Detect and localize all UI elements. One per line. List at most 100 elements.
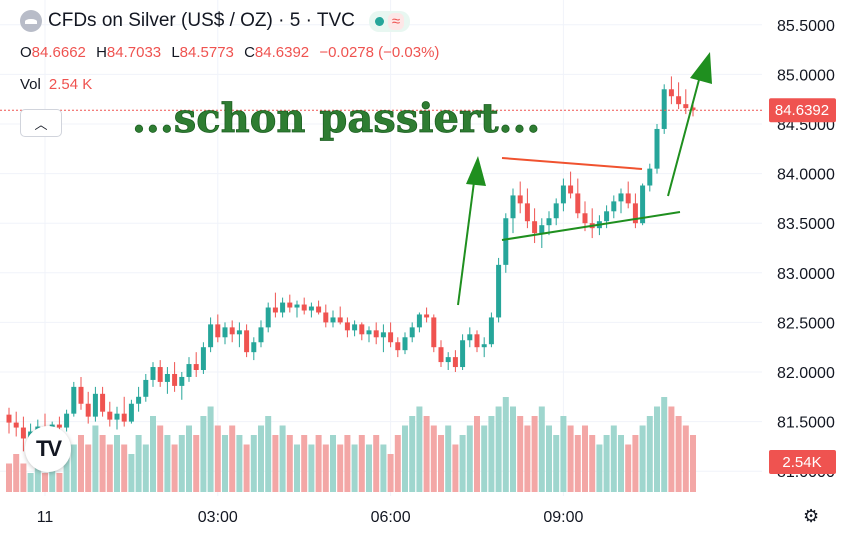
- volume-bar: [596, 444, 603, 492]
- volume-bar: [358, 435, 365, 492]
- y-axis[interactable]: 85.500085.000084.500084.000083.500083.00…: [777, 18, 835, 481]
- candle-body: [128, 403, 134, 422]
- y-tick-label: 85.0000: [777, 67, 835, 84]
- volume-bar: [258, 425, 264, 492]
- volume-bar: [186, 425, 192, 492]
- volume-bar: [56, 473, 63, 492]
- volume-bar: [589, 435, 596, 492]
- candle-body: [503, 218, 509, 265]
- candle-body: [460, 340, 466, 368]
- volume-bar: [380, 444, 387, 492]
- symbol-title[interactable]: CFDs on Silver (US$ / OZ) · 5 · TVC: [48, 10, 355, 31]
- candle-body: [200, 347, 206, 371]
- volume-bar: [106, 444, 113, 492]
- volume-bar: [315, 435, 322, 492]
- candle-body: [539, 225, 545, 234]
- x-axis[interactable]: 11 03:00 06:00 09:00: [37, 509, 584, 526]
- candle-body: [661, 89, 667, 129]
- volume-bar: [42, 473, 48, 492]
- candle-body: [510, 195, 516, 219]
- candle-body: [71, 386, 77, 414]
- change-value: −0.0278 (−0.03%): [319, 44, 440, 61]
- volume-bar: [150, 416, 156, 492]
- volume-bar: [171, 444, 178, 492]
- y-tick-label: 81.5000: [777, 415, 835, 432]
- candle-body: [78, 386, 84, 404]
- volume-bar: [394, 435, 401, 492]
- volume-bar: [675, 416, 682, 492]
- volume-bar: [250, 435, 257, 492]
- candle-body: [424, 314, 430, 318]
- volume-bar: [308, 444, 315, 492]
- annotations: ...schon passiert...: [132, 52, 712, 306]
- volume-bar: [574, 435, 581, 492]
- candle-body: [308, 306, 314, 311]
- volume-bar: [423, 416, 430, 492]
- candle-body: [683, 104, 689, 109]
- candle-body: [532, 221, 538, 234]
- candle-body: [395, 342, 401, 351]
- candle-body: [265, 307, 271, 328]
- candle-body: [301, 304, 307, 311]
- candle-body: [287, 302, 293, 308]
- volume-bar: [279, 425, 286, 492]
- candle-body: [690, 107, 696, 111]
- candle-body: [640, 185, 646, 224]
- open-value: 84.6662: [31, 44, 86, 61]
- y-tick-label: 83.5000: [777, 216, 835, 233]
- candle-body: [244, 330, 250, 353]
- candle-body: [215, 324, 221, 338]
- y-tick-label: 82.0000: [777, 365, 835, 382]
- tradingview-logo[interactable]: TV: [25, 426, 71, 472]
- candle-body: [20, 427, 26, 439]
- volume-price-label: 2.54K: [769, 450, 836, 474]
- volume-bar: [409, 416, 416, 492]
- symbol-logo-icon: [20, 10, 42, 32]
- candle-body: [157, 367, 163, 382]
- volume-bar: [517, 416, 524, 492]
- candle-body: [568, 185, 574, 194]
- market-status-pill[interactable]: ≈: [368, 10, 411, 32]
- ohlc-readout: O84.6662 H84.7033 L84.5773 C84.6392 −0.0…: [20, 44, 440, 61]
- candle-body: [676, 96, 682, 105]
- candle-body: [150, 367, 156, 380]
- settings-gear-icon[interactable]: ⚙: [803, 506, 820, 526]
- candle-body: [517, 195, 523, 204]
- volume-bar: [70, 444, 77, 492]
- candle-body: [164, 373, 170, 382]
- candle-body: [553, 203, 559, 219]
- volume-bar: [322, 444, 329, 492]
- volume-bar: [531, 416, 538, 492]
- volume-bar: [510, 406, 516, 492]
- volume-bar: [200, 416, 207, 492]
- volume-bar: [99, 435, 106, 492]
- candle-body: [604, 211, 610, 222]
- volume-bar: [387, 454, 394, 492]
- volume-bar: [488, 416, 495, 492]
- volume-bar: [560, 416, 567, 492]
- candle-body: [222, 327, 228, 338]
- candle-body: [438, 347, 444, 363]
- volume-bar: [222, 435, 228, 492]
- candle-body: [85, 403, 91, 417]
- volume-bar: [495, 406, 502, 492]
- candle-body: [114, 413, 120, 420]
- volume-bar: [474, 416, 480, 492]
- candle-body: [337, 317, 343, 323]
- y-tick-label: 82.5000: [777, 315, 835, 332]
- candle-body: [208, 324, 214, 348]
- volume-bar: [344, 435, 351, 492]
- candle-body: [280, 302, 286, 313]
- candle-body: [172, 373, 178, 386]
- volume-bar: [567, 425, 574, 492]
- candle-body: [100, 393, 106, 412]
- y-tick-label: 83.0000: [777, 266, 835, 283]
- candle-body: [330, 317, 336, 323]
- volume-bar: [20, 463, 27, 492]
- volume-bar: [214, 425, 221, 492]
- volume-bar: [524, 425, 531, 492]
- last-price-label: 84.6392: [769, 98, 836, 123]
- collapse-legend-button[interactable]: ︿: [20, 109, 62, 137]
- volume-bar: [128, 454, 135, 492]
